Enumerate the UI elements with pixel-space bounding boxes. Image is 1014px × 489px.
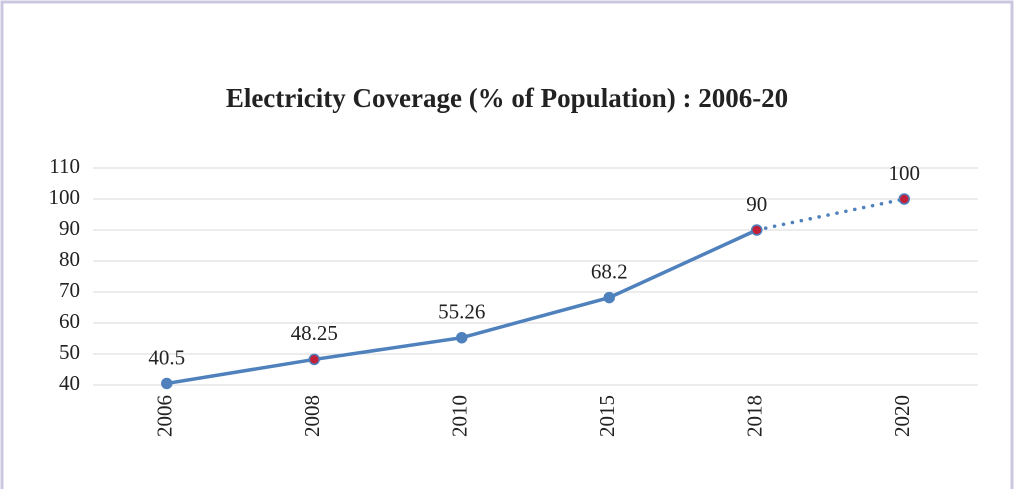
data-label: 90 bbox=[746, 192, 767, 216]
x-tick-label: 2006 bbox=[153, 395, 177, 437]
y-tick-label: 50 bbox=[59, 340, 80, 364]
data-label: 48.25 bbox=[291, 321, 338, 345]
chart-title: Electricity Coverage (% of Population) :… bbox=[226, 83, 788, 113]
line-projection bbox=[755, 197, 906, 232]
marker bbox=[751, 224, 763, 236]
data-label: 55.26 bbox=[438, 300, 485, 324]
y-tick-label: 100 bbox=[49, 185, 81, 209]
x-tick-label: 2018 bbox=[743, 395, 767, 437]
marker bbox=[161, 377, 173, 390]
y-tick-label: 70 bbox=[59, 278, 80, 302]
marker bbox=[308, 353, 320, 366]
marker bbox=[456, 331, 468, 344]
marker bbox=[898, 193, 910, 205]
y-tick-label: 110 bbox=[49, 154, 80, 178]
x-tick-label: 2020 bbox=[890, 395, 914, 437]
data-label: 68.2 bbox=[591, 259, 628, 283]
y-tick-label: 40 bbox=[59, 371, 80, 395]
y-tick-label: 90 bbox=[59, 216, 80, 240]
x-tick-label: 2008 bbox=[300, 395, 324, 437]
y-tick-label: 60 bbox=[59, 309, 80, 333]
x-tick-label: 2015 bbox=[595, 395, 619, 437]
y-tick-label: 80 bbox=[59, 247, 80, 271]
x-tick-label: 2010 bbox=[448, 395, 472, 437]
data-label: 40.5 bbox=[148, 345, 185, 369]
marker bbox=[603, 291, 615, 304]
data-label: 100 bbox=[889, 161, 921, 185]
